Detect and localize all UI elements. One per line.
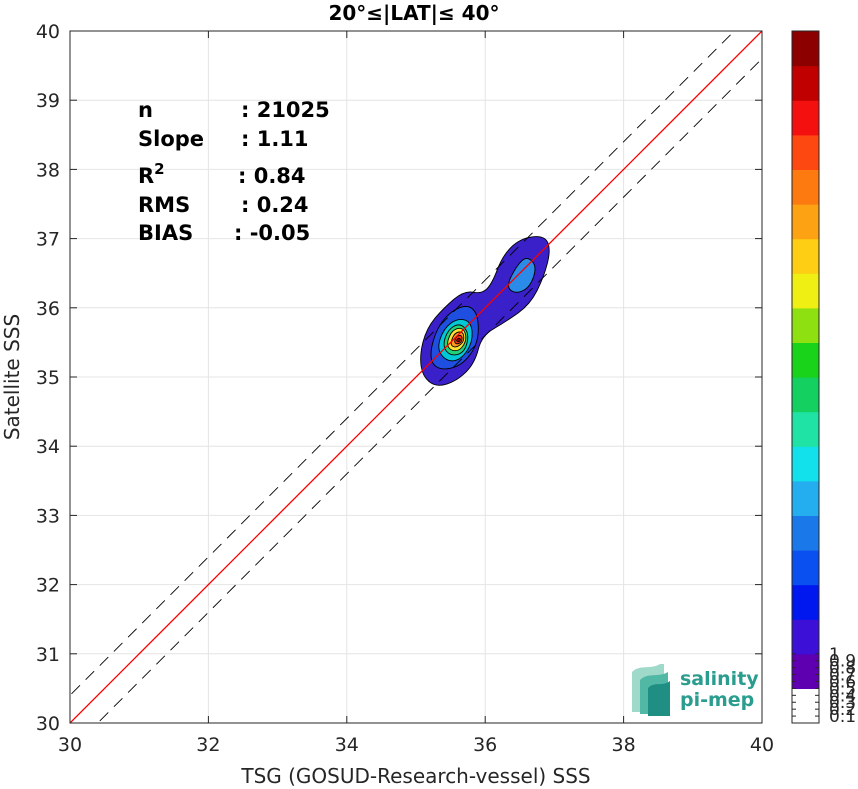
colorbar-tick-label: 0.7 xyxy=(829,666,856,686)
line-regression xyxy=(70,31,762,723)
x-tick-label: 32 xyxy=(196,734,220,756)
y-tick-label: 40 xyxy=(36,21,60,43)
colorbar-segment xyxy=(792,204,819,240)
colorbar-segment xyxy=(792,619,819,655)
stat-r2-superscript: 2 xyxy=(154,160,164,178)
stats-box: n : 21025 Slope : 1.11 R2 : 0.84 RMS : 0… xyxy=(138,98,330,245)
colorbar-tick-label: 0.5 xyxy=(829,679,856,699)
stat-n-label: n xyxy=(138,98,153,122)
colorbar-tick-label: 0.2 xyxy=(829,700,856,720)
y-tick-label: 30 xyxy=(36,713,60,735)
wave-logo-icon xyxy=(632,664,670,716)
colorbar-segment xyxy=(792,100,819,136)
colorbar-ticks: 0.10.20.30.40.50.60.70.80.91 xyxy=(792,645,856,727)
colorbar-segment xyxy=(792,377,819,413)
chart-title: 20°≤|LAT|≤ 40° xyxy=(328,1,499,25)
colorbar-tick-label: 0.3 xyxy=(829,693,856,713)
colorbar-tick-label: 0.1 xyxy=(829,707,856,727)
colorbar-segment xyxy=(792,238,819,274)
colorbar-segment xyxy=(792,307,819,343)
x-tick-label: 38 xyxy=(612,734,636,756)
y-axis-label: Satellite SSS xyxy=(0,314,24,440)
colorbar-segment xyxy=(792,342,819,378)
stat-r2-letter: R xyxy=(138,164,154,188)
stat-r2-label: R2 xyxy=(138,160,165,188)
density-contour-0.95 xyxy=(456,337,461,343)
x-axis-label: TSG (GOSUD-Research-vessel) SSS xyxy=(240,764,590,788)
colorbar-tick-label: 0.9 xyxy=(829,652,856,672)
x-tick-label: 30 xyxy=(58,734,82,756)
colorbar-tick-label: 1 xyxy=(829,645,840,665)
stat-bias-label: BIAS xyxy=(138,221,193,245)
stat-r2-value: : 0.84 xyxy=(238,164,306,188)
x-tick-label: 34 xyxy=(335,734,359,756)
y-tick-label: 35 xyxy=(36,367,60,389)
stat-rms-value: : 0.24 xyxy=(241,193,309,217)
colorbar-segment xyxy=(792,31,819,67)
stat-slope-value: : 1.11 xyxy=(241,127,309,151)
y-tick-label: 36 xyxy=(36,298,60,320)
colorbar-segment xyxy=(792,550,819,586)
y-tick-label: 38 xyxy=(36,159,60,181)
logo-text-salinity: salinity xyxy=(680,668,759,690)
stat-n-value: : 21025 xyxy=(241,98,330,122)
colorbar-tick-label: 0.4 xyxy=(829,686,856,706)
y-tick-label: 34 xyxy=(36,436,60,458)
logo-text-pimep: pi-mep xyxy=(680,689,754,711)
line-identity-offset xyxy=(70,31,735,696)
reference-lines xyxy=(70,31,762,723)
colorbar-segment xyxy=(792,273,819,309)
grid xyxy=(69,30,763,724)
colorbar-segment xyxy=(792,65,819,101)
y-tick-label: 37 xyxy=(36,229,60,251)
stat-slope-label: Slope xyxy=(138,127,204,151)
x-axis-ticks: 30 32 34 36 38 40 xyxy=(58,31,774,756)
density-contours xyxy=(420,236,550,386)
x-tick-label: 36 xyxy=(473,734,497,756)
colorbar-segment xyxy=(792,411,819,447)
y-tick-label: 32 xyxy=(36,575,60,597)
colorbar-segment xyxy=(792,480,819,516)
colorbar-segment xyxy=(792,688,819,724)
salinity-pimep-logo: salinity pi-mep xyxy=(632,664,759,716)
y-tick-label: 39 xyxy=(36,90,60,112)
x-tick-label: 40 xyxy=(750,734,774,756)
y-tick-label: 33 xyxy=(36,505,60,527)
colorbar xyxy=(792,31,819,724)
colorbar-tick-label: 0.6 xyxy=(829,672,856,692)
colorbar-segment xyxy=(792,134,819,170)
line-identity-offset xyxy=(97,58,762,723)
stat-rms-label: RMS xyxy=(138,193,190,217)
colorbar-segment xyxy=(792,515,819,551)
stat-bias-value: : -0.05 xyxy=(234,221,310,245)
colorbar-segment xyxy=(792,169,819,205)
colorbar-tick-label: 0.8 xyxy=(829,659,856,679)
colorbar-segment xyxy=(792,446,819,482)
colorbar-segment xyxy=(792,584,819,620)
colorbar-frame xyxy=(791,30,820,724)
y-axis-ticks: 30 31 32 33 34 35 36 37 38 39 40 xyxy=(36,21,762,735)
colorbar-segment xyxy=(792,653,819,689)
y-tick-label: 31 xyxy=(36,644,60,666)
